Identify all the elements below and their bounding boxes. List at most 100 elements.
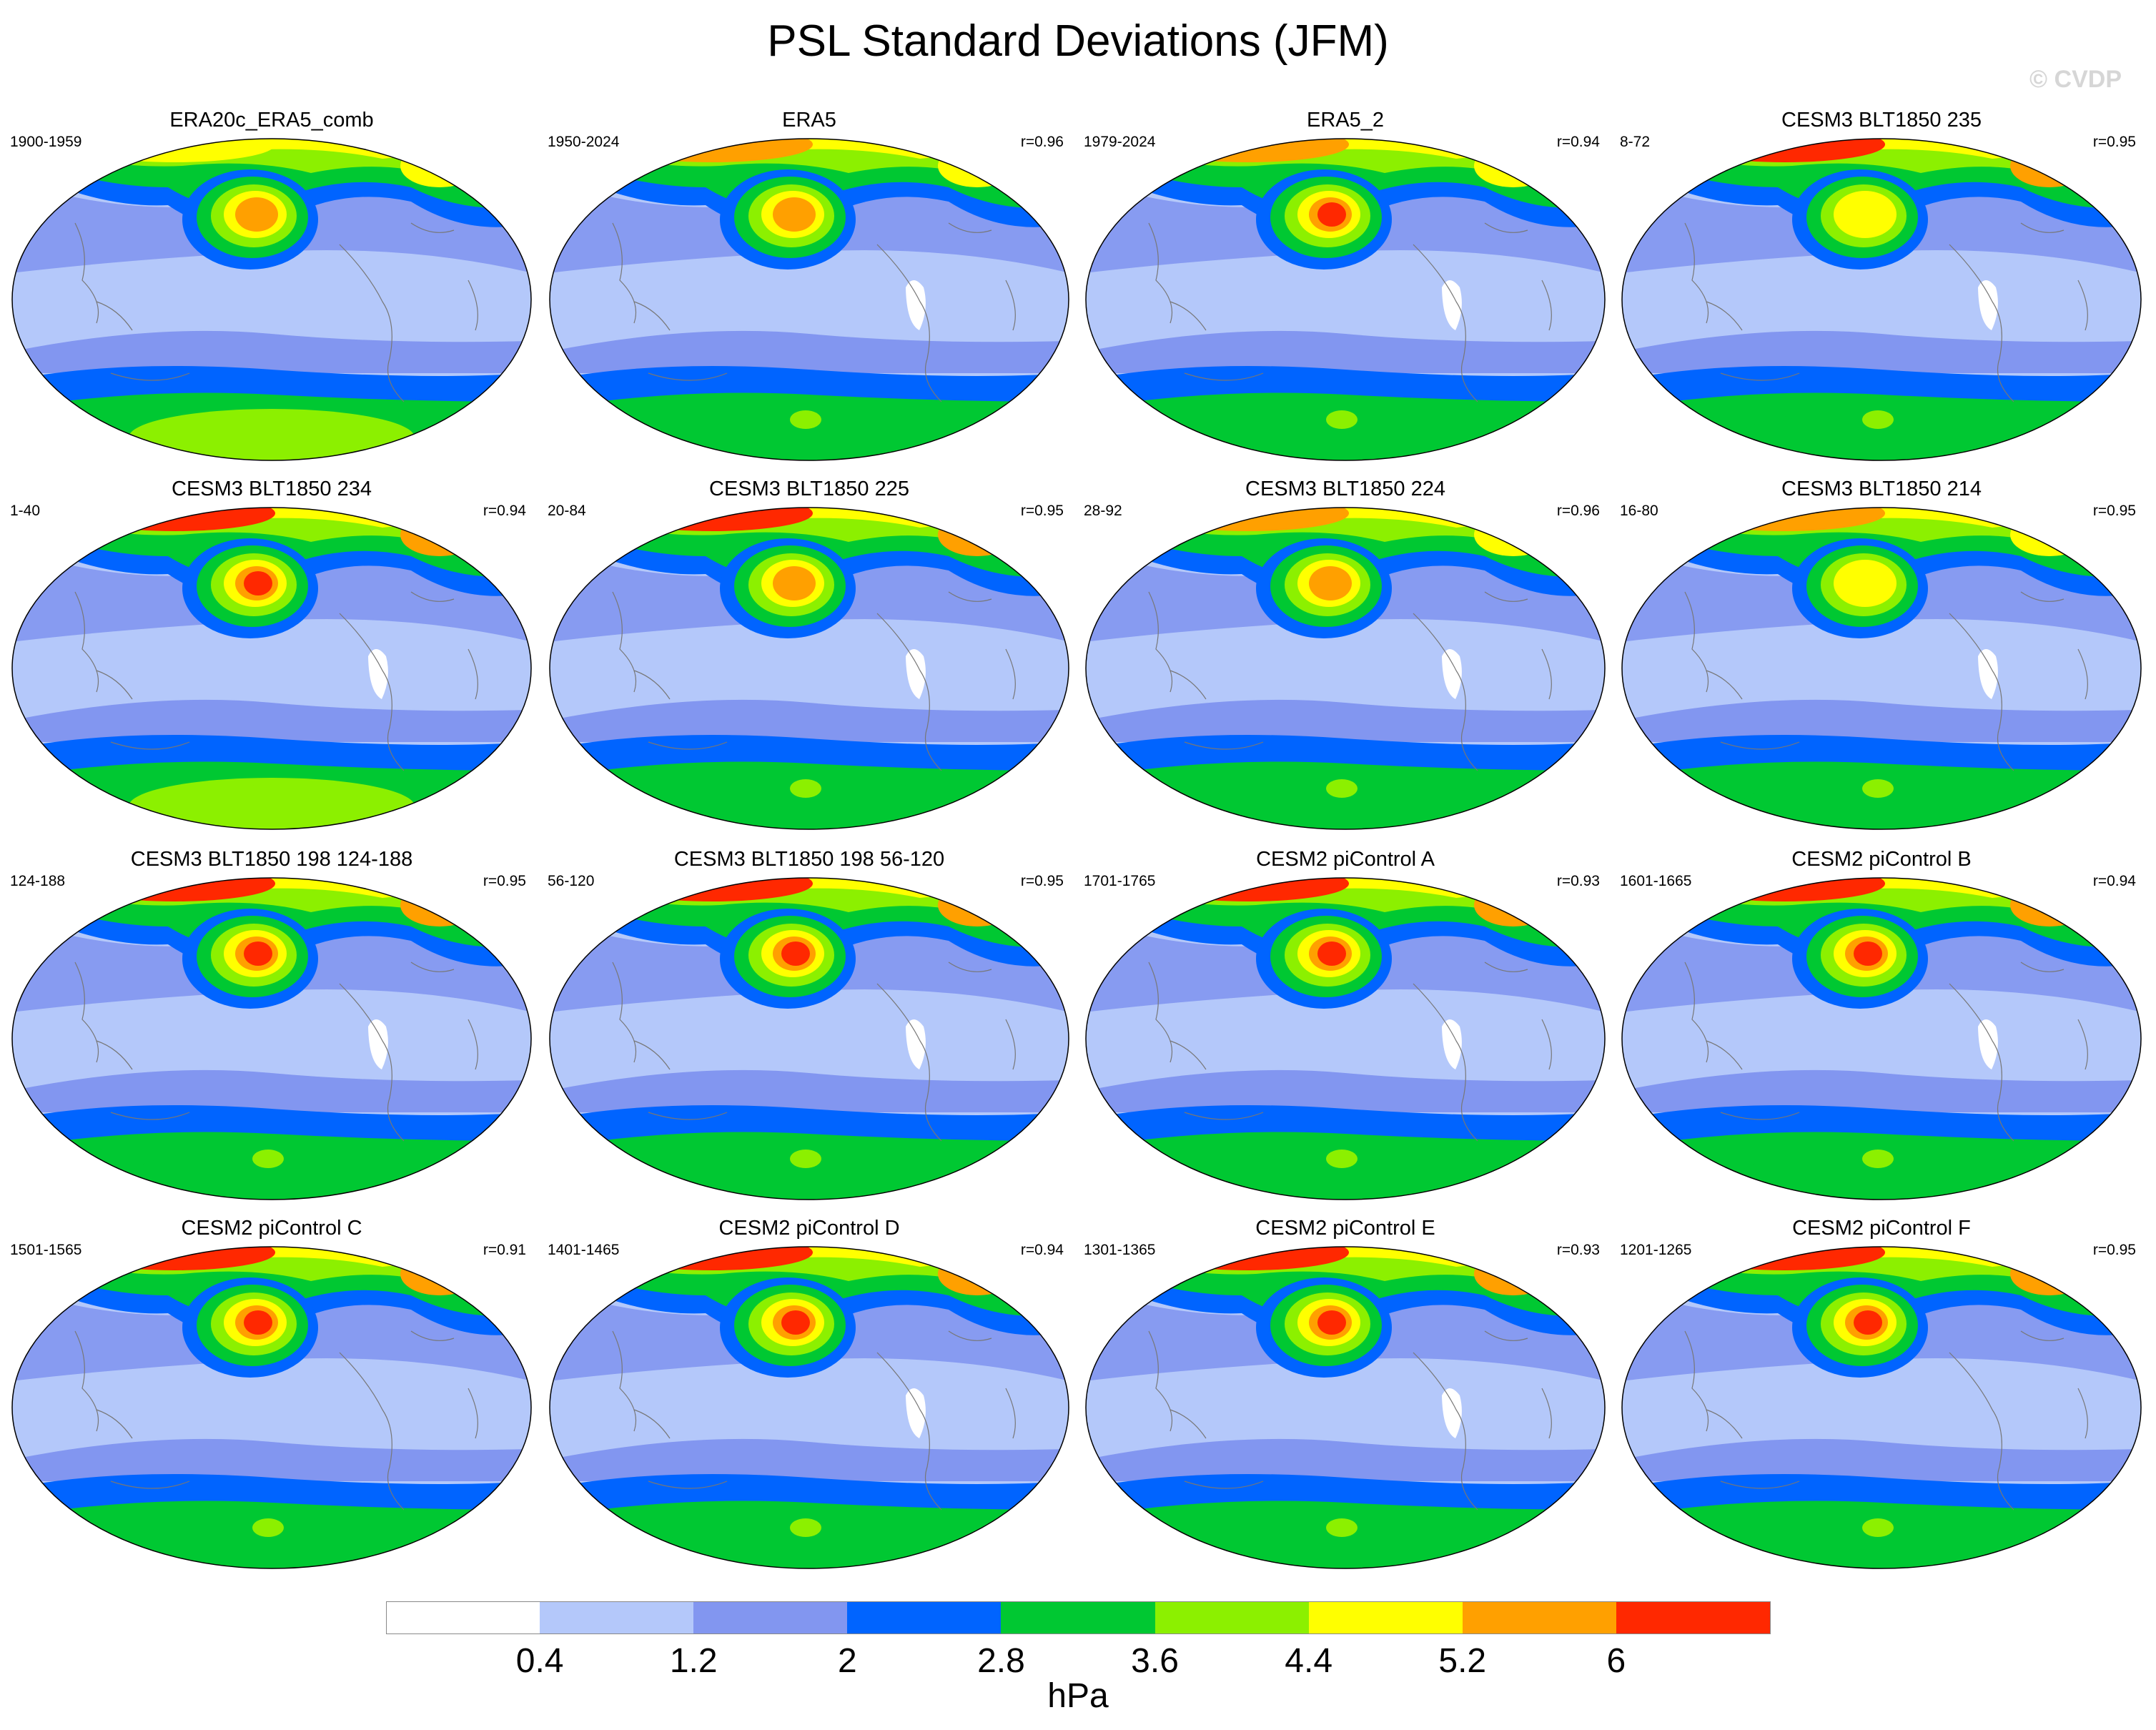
panel-pattern-correlation: r=0.96 <box>1020 134 1064 150</box>
panel-title: CESM3 BLT1850 198 56-120 <box>673 848 945 871</box>
colorbar-swatch <box>1616 1601 1771 1634</box>
colorbar-tick-label: 6 <box>1606 1642 1626 1680</box>
panel-title: CESM3 BLT1850 224 <box>1245 478 1445 500</box>
colorbar-swatch <box>1001 1601 1155 1634</box>
world-map-contour <box>11 507 532 830</box>
map-panel: CESM3 BLT1850 198 56-120 56-120 r=0.95 <box>538 846 1081 1204</box>
panel-years: 1401-1465 <box>548 1242 620 1258</box>
colorbar-tick-label: 4.4 <box>1285 1642 1333 1680</box>
panel-years: 1301-1365 <box>1084 1242 1156 1258</box>
panel-years: 1979-2024 <box>1084 134 1156 150</box>
panel-pattern-correlation: r=0.91 <box>483 1242 526 1258</box>
panel-pattern-correlation: r=0.95 <box>1020 873 1064 889</box>
map-panel: CESM3 BLT1850 198 124-188 124-188 r=0.95 <box>0 846 543 1204</box>
world-map-contour <box>11 138 532 461</box>
panel-pattern-correlation: r=0.94 <box>483 503 526 519</box>
panel-pattern-correlation: r=0.94 <box>1556 134 1600 150</box>
map-panel: ERA20c_ERA5_comb 1900-1959 <box>0 107 543 465</box>
panel-years: 16-80 <box>1620 503 1658 519</box>
world-map-contour <box>549 507 1069 830</box>
panel-pattern-correlation: r=0.95 <box>2092 503 2136 519</box>
panel-title: CESM2 piControl B <box>1791 848 1972 871</box>
panel-pattern-correlation: r=0.96 <box>1556 503 1600 519</box>
map-panel: ERA5 1950-2024 r=0.96 <box>538 107 1081 465</box>
world-map-contour <box>1621 138 2142 461</box>
world-map-contour <box>549 138 1069 461</box>
panel-years: 1601-1665 <box>1620 873 1692 889</box>
page-title: PSL Standard Deviations (JFM) <box>767 16 1389 66</box>
colorbar <box>386 1601 1771 1634</box>
colorbar-tick-label: 5.2 <box>1438 1642 1487 1680</box>
map-panel: CESM2 piControl D 1401-1465 r=0.94 <box>538 1215 1081 1573</box>
map-panel: CESM2 piControl B 1601-1665 r=0.94 <box>1610 846 2153 1204</box>
colorbar-swatch <box>540 1601 694 1634</box>
colorbar-swatch <box>693 1601 848 1634</box>
map-panel: CESM3 BLT1850 214 16-80 r=0.95 <box>1610 476 2153 834</box>
map-panel: CESM3 BLT1850 224 28-92 r=0.96 <box>1074 476 1617 834</box>
map-panel: CESM2 piControl C 1501-1565 r=0.91 <box>0 1215 543 1573</box>
colorbar-units: hPa <box>1047 1677 1109 1715</box>
map-panel: CESM2 piControl A 1701-1765 r=0.93 <box>1074 846 1617 1204</box>
panel-pattern-correlation: r=0.95 <box>2092 1242 2136 1258</box>
watermark: © CVDP <box>2029 66 2122 93</box>
panel-pattern-correlation: r=0.95 <box>2092 134 2136 150</box>
panel-years: 28-92 <box>1084 503 1122 519</box>
world-map-contour <box>1085 877 1606 1200</box>
map-panel: ERA5_2 1979-2024 r=0.94 <box>1074 107 1617 465</box>
world-map-contour <box>1621 1246 2142 1569</box>
world-map-contour <box>1085 1246 1606 1569</box>
panel-years: 124-188 <box>10 873 66 889</box>
panel-years: 56-120 <box>548 873 595 889</box>
colorbar-tick-label: 2.8 <box>977 1642 1025 1680</box>
panel-title: CESM3 BLT1850 214 <box>1781 478 1982 500</box>
map-panel: CESM3 BLT1850 234 1-40 r=0.94 <box>0 476 543 834</box>
panel-pattern-correlation: r=0.94 <box>1020 1242 1064 1258</box>
panel-years: 20-84 <box>548 503 586 519</box>
panel-pattern-correlation: r=0.95 <box>483 873 526 889</box>
map-panel: CESM2 piControl F 1201-1265 r=0.95 <box>1610 1215 2153 1573</box>
colorbar-tick-label: 0.4 <box>515 1642 564 1680</box>
map-panel: CESM2 piControl E 1301-1365 r=0.93 <box>1074 1215 1617 1573</box>
panel-years: 1201-1265 <box>1620 1242 1692 1258</box>
panel-title: CESM2 piControl A <box>1256 848 1435 871</box>
world-map-contour <box>1085 138 1606 461</box>
colorbar-swatch <box>386 1601 541 1634</box>
panel-years: 1950-2024 <box>548 134 620 150</box>
colorbar-swatch <box>1308 1601 1463 1634</box>
map-panel: CESM3 BLT1850 225 20-84 r=0.95 <box>538 476 1081 834</box>
panel-title: CESM2 piControl D <box>718 1217 900 1240</box>
panel-title: CESM2 piControl C <box>181 1217 362 1240</box>
panel-years: 8-72 <box>1620 134 1651 150</box>
panel-title: CESM3 BLT1850 225 <box>709 478 909 500</box>
panel-pattern-correlation: r=0.95 <box>1020 503 1064 519</box>
panel-title: ERA5_2 <box>1306 109 1384 132</box>
map-panel: CESM3 BLT1850 235 8-72 r=0.95 <box>1610 107 2153 465</box>
world-map-contour <box>1085 507 1606 830</box>
colorbar-tick-label: 2 <box>837 1642 857 1680</box>
colorbar-tick-label: 1.2 <box>669 1642 718 1680</box>
panel-title: ERA5 <box>782 109 836 132</box>
world-map-contour <box>1621 507 2142 830</box>
colorbar-swatch <box>847 1601 1002 1634</box>
panel-years: 1-40 <box>10 503 41 519</box>
panel-title: CESM3 BLT1850 234 <box>172 478 372 500</box>
world-map-contour <box>11 1246 532 1569</box>
colorbar-tick-label: 3.6 <box>1131 1642 1179 1680</box>
panel-years: 1501-1565 <box>10 1242 82 1258</box>
panel-title: CESM3 BLT1850 235 <box>1781 109 1982 132</box>
panel-pattern-correlation: r=0.94 <box>2092 873 2136 889</box>
colorbar-swatch <box>1154 1601 1309 1634</box>
world-map-contour <box>549 1246 1069 1569</box>
world-map-contour <box>1621 877 2142 1200</box>
panel-title: CESM2 piControl F <box>1792 1217 1971 1240</box>
world-map-contour <box>11 877 532 1200</box>
panel-pattern-correlation: r=0.93 <box>1556 873 1600 889</box>
panel-title: CESM2 piControl E <box>1255 1217 1435 1240</box>
colorbar-swatch <box>1462 1601 1616 1634</box>
panel-years: 1701-1765 <box>1084 873 1156 889</box>
world-map-contour <box>549 877 1069 1200</box>
panel-pattern-correlation: r=0.93 <box>1556 1242 1600 1258</box>
panel-years: 1900-1959 <box>10 134 82 150</box>
panel-title: CESM3 BLT1850 198 124-188 <box>130 848 413 871</box>
panel-title: ERA20c_ERA5_comb <box>169 109 374 132</box>
